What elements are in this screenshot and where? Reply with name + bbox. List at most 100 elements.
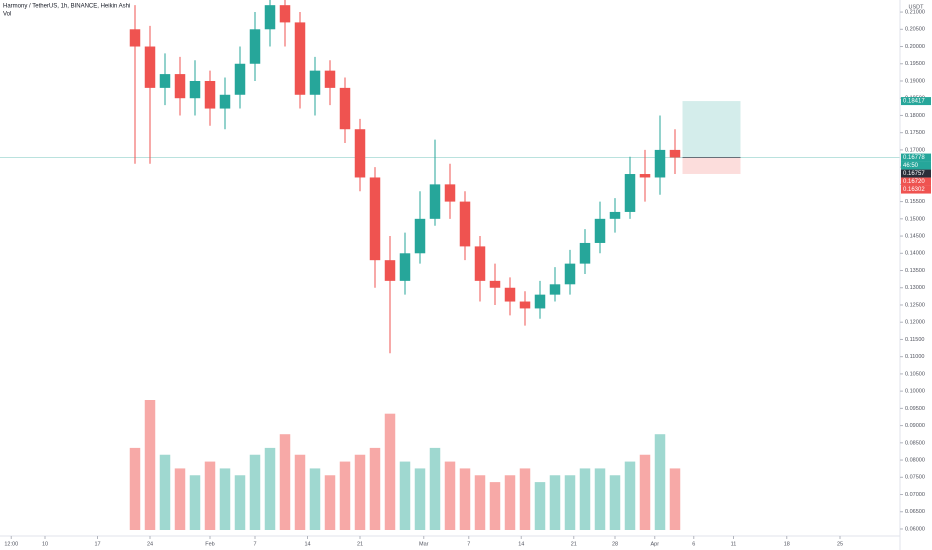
price-tag [901, 161, 931, 170]
price-tag-label: 46:50 [903, 163, 919, 169]
candle-body [504, 287, 516, 302]
y-tick-label: 0.13000 [905, 285, 925, 291]
candle-body [549, 284, 561, 295]
candle-body [264, 5, 276, 30]
candle-body [189, 80, 201, 99]
volume-bar [369, 447, 381, 530]
volume-bar [384, 413, 396, 530]
y-tick-label: 0.19500 [905, 61, 925, 67]
volume-bar [234, 475, 246, 530]
volume-bar [654, 434, 666, 530]
volume-pane [129, 400, 681, 530]
volume-bar [144, 400, 156, 530]
volume-bar [549, 475, 561, 530]
volume-bar [339, 461, 351, 530]
x-tick-label: 14 [518, 541, 524, 547]
x-tick-label: 25 [837, 541, 843, 547]
candle-body [174, 74, 186, 99]
x-tick-label: 7 [253, 541, 256, 547]
candle-body [159, 74, 171, 88]
y-tick-label: 0.20000 [905, 44, 925, 50]
x-tick-label: 7 [467, 541, 470, 547]
x-tick-label: 24 [147, 541, 153, 547]
candle-body [324, 70, 336, 88]
price-tag [901, 177, 931, 186]
volume-bar [129, 447, 141, 530]
x-tick-label: 10 [42, 541, 48, 547]
price-tag-label: 0.16757 [903, 171, 925, 177]
y-tick-label: 0.07500 [905, 475, 925, 481]
price-pane [129, 0, 681, 354]
y-tick-label: 0.21000 [905, 10, 925, 16]
candle-body [144, 46, 156, 88]
price-axis: 0.210000.205000.200000.195000.190000.185… [900, 10, 925, 532]
volume-bar [354, 454, 366, 530]
y-tick-label: 0.11000 [905, 354, 924, 360]
volume-bar [444, 461, 456, 530]
price-tag [901, 153, 931, 162]
price-tag-label: 0.16778 [903, 155, 925, 161]
y-tick-label: 0.19000 [905, 78, 925, 84]
y-tick-label: 0.17000 [905, 147, 925, 153]
candle-body [609, 211, 621, 219]
candle-body [234, 63, 246, 95]
price-tag-label: 0.16720 [903, 179, 925, 185]
volume-bar [624, 461, 636, 530]
candle-body [129, 29, 141, 47]
x-tick-label: Apr [650, 541, 659, 547]
x-tick-label: 12:00 [4, 541, 18, 547]
volume-bar [669, 468, 681, 530]
volume-bar [474, 475, 486, 530]
x-tick-label: 11 [731, 541, 737, 547]
candle-body [459, 201, 471, 247]
candle-body [639, 174, 651, 178]
volume-bar [309, 468, 321, 530]
volume-bar [534, 482, 546, 530]
candle-body [309, 70, 321, 95]
y-tick-label: 0.11500 [905, 337, 924, 343]
y-tick-label: 0.15000 [905, 216, 925, 222]
time-axis: 12:00 10 17 24 Feb 7 14 21 Mar 7 14 21 28 Apr 6 11 18 25 [4, 536, 843, 547]
stop-zone [682, 157, 741, 174]
candle-body [594, 218, 606, 243]
candle-body [249, 29, 261, 64]
candle-body [564, 263, 576, 285]
volume-bar [594, 468, 606, 530]
volume-bar [459, 468, 471, 530]
volume-bar [324, 475, 336, 530]
candle-body [354, 129, 366, 178]
candle-body [534, 294, 546, 309]
y-tick-label: 0.08500 [905, 440, 925, 446]
candle-body [429, 184, 441, 219]
target-tag [901, 97, 931, 106]
candle-body [519, 301, 531, 309]
volume-bar [249, 454, 261, 530]
x-tick-label: 21 [571, 541, 577, 547]
volume-bar [219, 468, 231, 530]
candle-body [399, 253, 411, 281]
x-tick-label: Feb [205, 541, 214, 547]
y-tick-label: 0.17500 [905, 130, 925, 136]
volume-bar [429, 447, 441, 530]
volume-bar [399, 461, 411, 530]
y-tick-label: 0.14000 [905, 251, 925, 257]
candle-body [279, 5, 291, 23]
volume-bar [264, 447, 276, 530]
candle-body [294, 22, 306, 95]
volume-bar [414, 468, 426, 530]
price-unit: USDT [909, 4, 925, 10]
candle-body [579, 242, 591, 264]
x-tick-label: 14 [304, 541, 310, 547]
candle-body [654, 149, 666, 178]
volume-bar [579, 468, 591, 530]
x-tick-label: 18 [784, 541, 790, 547]
x-tick-label: 21 [357, 541, 363, 547]
candle-body [219, 94, 231, 109]
volume-bar [294, 454, 306, 530]
candle-body [489, 280, 501, 288]
x-tick-label: 17 [94, 541, 100, 547]
volume-label: Vol [3, 12, 11, 18]
volume-bar [564, 475, 576, 530]
price-tag-label: 0.16302 [903, 187, 925, 193]
